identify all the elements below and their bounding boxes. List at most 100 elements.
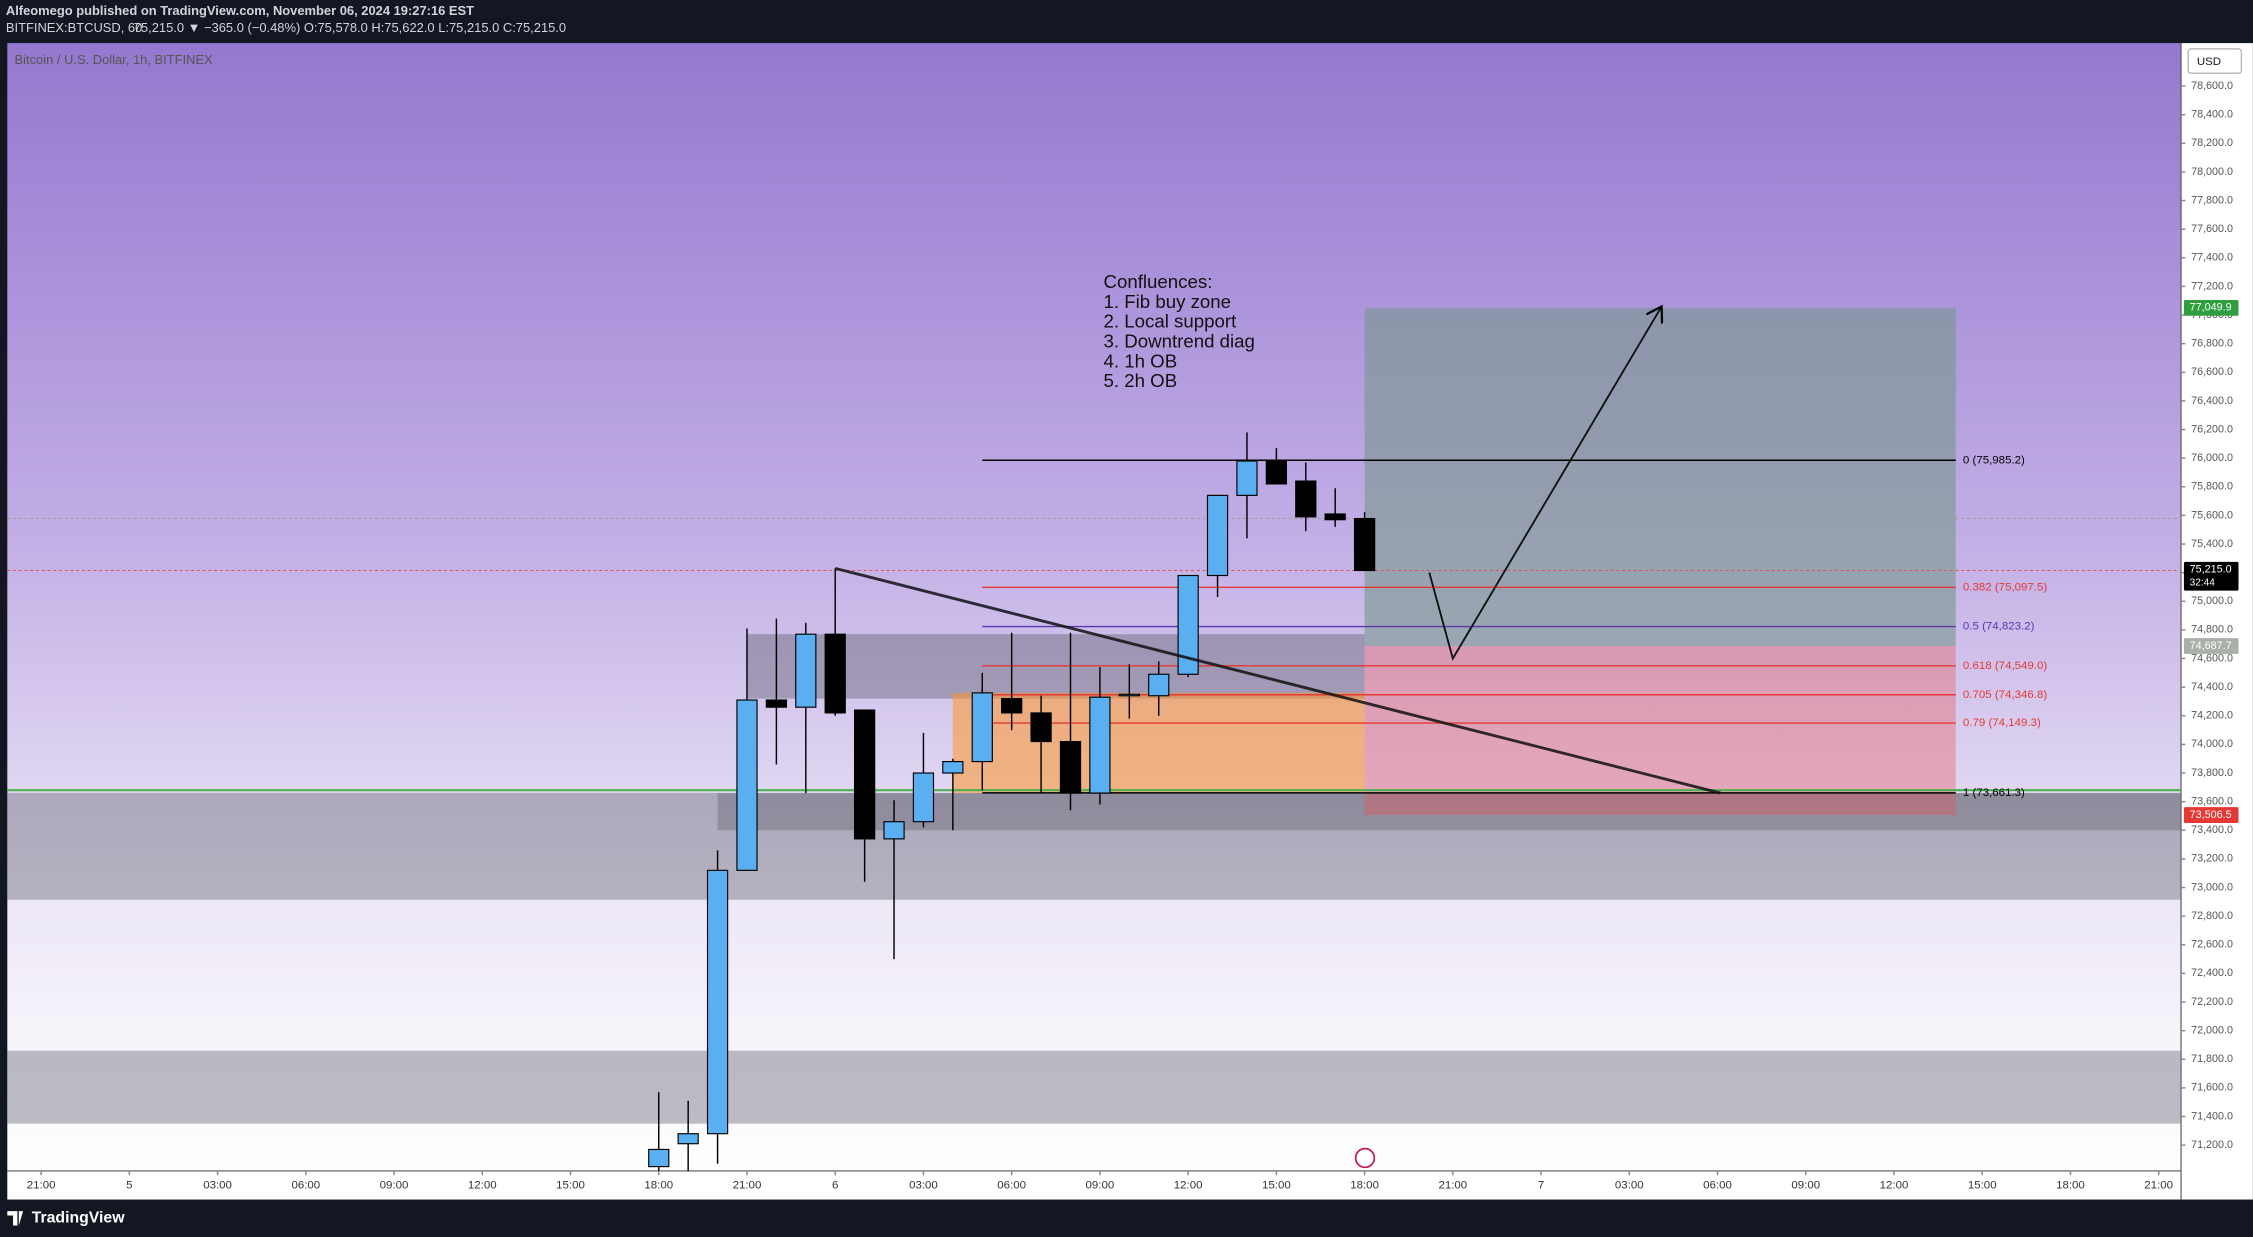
x-tick-label: 09:00 bbox=[1086, 1179, 1115, 1191]
candle-body bbox=[648, 1148, 670, 1168]
candle-body bbox=[853, 709, 876, 840]
y-tick-label: 74,600.0 bbox=[2191, 652, 2233, 664]
price-tag bbox=[2183, 299, 2239, 316]
trend-line bbox=[834, 566, 1721, 795]
candle-body bbox=[1236, 460, 1258, 496]
y-tick-label: 71,400.0 bbox=[2191, 1110, 2233, 1122]
x-tick-label: 12:00 bbox=[468, 1179, 497, 1191]
candle-body bbox=[1030, 712, 1052, 743]
annotation: 3. Downtrend diag bbox=[1104, 330, 1255, 351]
author-line: Alfeomego published on TradingView.com, … bbox=[6, 3, 474, 18]
axes: 71,200.0 71,400.0 71,600.0 71,800.0 72,000.0… bbox=[27, 80, 2239, 1191]
fib-label: 1 (73,661.3) bbox=[1963, 787, 2025, 799]
y-tick-label: 78,400.0 bbox=[2191, 109, 2233, 121]
candle-body bbox=[1001, 698, 1023, 714]
price-tag-label: 73,506.5 bbox=[2190, 809, 2232, 821]
fib-label: 0.705 (74,346.8) bbox=[1963, 689, 2047, 701]
x-tick-label: 09:00 bbox=[1791, 1179, 1820, 1191]
price-tag-label: 77,049.9 bbox=[2190, 302, 2232, 314]
zone bbox=[7, 793, 2182, 900]
price-tag bbox=[2183, 561, 2239, 591]
price-tag-sublabel: 32:44 bbox=[2190, 577, 2216, 588]
arrow bbox=[1428, 306, 1661, 661]
candle-body bbox=[824, 633, 846, 714]
brand: TradingView bbox=[32, 1209, 125, 1226]
y-tick-label: 73,200.0 bbox=[2191, 853, 2233, 865]
event-icon[interactable] bbox=[1354, 1147, 1376, 1169]
y-tick-label: 76,200.0 bbox=[2191, 423, 2233, 435]
y-tick-label: 73,600.0 bbox=[2191, 795, 2233, 807]
x-tick-label: 12:00 bbox=[1174, 1179, 1203, 1191]
x-tick-label: 6 bbox=[832, 1179, 838, 1191]
x-tick-label: 03:00 bbox=[909, 1179, 938, 1191]
currency: USD bbox=[2197, 56, 2221, 68]
y-tick-label: 73,400.0 bbox=[2191, 824, 2233, 836]
annotation: 1. Fib buy zone bbox=[1104, 291, 1232, 312]
candle-body bbox=[883, 821, 905, 840]
y-tick-label: 71,600.0 bbox=[2191, 1082, 2233, 1094]
price-tag bbox=[2183, 638, 2239, 654]
y-tick-label: 72,200.0 bbox=[2191, 996, 2233, 1008]
y-tick-label: 74,800.0 bbox=[2191, 624, 2233, 636]
x-tick-label: 21:00 bbox=[2144, 1179, 2173, 1191]
candle-body bbox=[1265, 460, 1288, 485]
y-tick-label: 72,800.0 bbox=[2191, 910, 2233, 922]
x-tick-label: 18:00 bbox=[1350, 1179, 1379, 1191]
y-tick-label: 78,600.0 bbox=[2191, 80, 2233, 92]
y-tick-label: 74,000.0 bbox=[2191, 738, 2233, 750]
zone bbox=[717, 793, 2182, 831]
x-tick-label: 06:00 bbox=[1703, 1179, 1732, 1191]
y-tick-label: 76,600.0 bbox=[2191, 366, 2233, 378]
x-tick-label: 06:00 bbox=[291, 1179, 320, 1191]
y-tick-label: 72,000.0 bbox=[2191, 1024, 2233, 1036]
fib-label: 0.382 (75,097.5) bbox=[1963, 581, 2047, 593]
annotation: 5. 2h OB bbox=[1104, 370, 1178, 391]
zone bbox=[1364, 307, 1956, 646]
y-tick-label: 78,200.0 bbox=[2191, 137, 2233, 149]
x-tick-label: 09:00 bbox=[380, 1179, 409, 1191]
x-tick-label: 18:00 bbox=[2056, 1179, 2085, 1191]
candle-body bbox=[1148, 673, 1170, 697]
x-tick-label: 15:00 bbox=[1968, 1179, 1997, 1191]
x-tick-label: 15:00 bbox=[1262, 1179, 1291, 1191]
x-tick-label: 03:00 bbox=[1615, 1179, 1644, 1191]
time-axis bbox=[7, 1170, 2182, 1200]
currency-button[interactable] bbox=[2187, 48, 2243, 74]
y-tick-label: 75,800.0 bbox=[2191, 481, 2233, 493]
y-tick-label: 77,600.0 bbox=[2191, 223, 2233, 235]
y-tick-label: 76,400.0 bbox=[2191, 395, 2233, 407]
y-tick-label: 71,800.0 bbox=[2191, 1053, 2233, 1065]
x-tick-label: 21:00 bbox=[27, 1179, 56, 1191]
x-tick-label: 15:00 bbox=[556, 1179, 585, 1191]
x-tick-label: 21:00 bbox=[1438, 1179, 1467, 1191]
fib-label: 0.618 (74,549.0) bbox=[1963, 660, 2047, 672]
y-tick-label: 77,400.0 bbox=[2191, 252, 2233, 264]
top-bar bbox=[0, 0, 2253, 44]
y-tick-label: 75,400.0 bbox=[2191, 538, 2233, 550]
fib-label: 0 (75,985.2) bbox=[1963, 454, 2025, 466]
y-tick-label: 72,400.0 bbox=[2191, 967, 2233, 979]
candle-body bbox=[736, 699, 758, 871]
candle-body bbox=[942, 761, 964, 774]
y-tick-label: 77,200.0 bbox=[2191, 280, 2233, 292]
candle-body bbox=[1177, 574, 1199, 675]
y-tick-label: 72,600.0 bbox=[2191, 939, 2233, 951]
annotation: Confluences: bbox=[1104, 271, 1213, 292]
price-axis bbox=[2181, 43, 2253, 1200]
x-tick-label: 21:00 bbox=[733, 1179, 762, 1191]
quote: 75,215.0 ▼ −365.0 (−0.48%) O:75,578.0 H:… bbox=[134, 20, 566, 35]
y-tick-label: 76,800.0 bbox=[2191, 338, 2233, 350]
candle-body bbox=[1118, 693, 1140, 697]
candle-body bbox=[912, 772, 935, 823]
fib-label: 0.79 (74,149.3) bbox=[1963, 717, 2041, 729]
annotation: 2. Local support bbox=[1104, 311, 1238, 332]
candle-body bbox=[1353, 517, 1376, 572]
price-tag-label: 74,687.7 bbox=[2190, 640, 2232, 652]
candle-body bbox=[677, 1133, 699, 1145]
x-tick-label: 06:00 bbox=[997, 1179, 1026, 1191]
x-tick-label: 18:00 bbox=[644, 1179, 673, 1191]
x-tick-label: 7 bbox=[1538, 1179, 1544, 1191]
y-tick-label: 75,000.0 bbox=[2191, 595, 2233, 607]
chart-title: Bitcoin / U.S. Dollar, 1h, BITFINEX bbox=[14, 52, 213, 67]
